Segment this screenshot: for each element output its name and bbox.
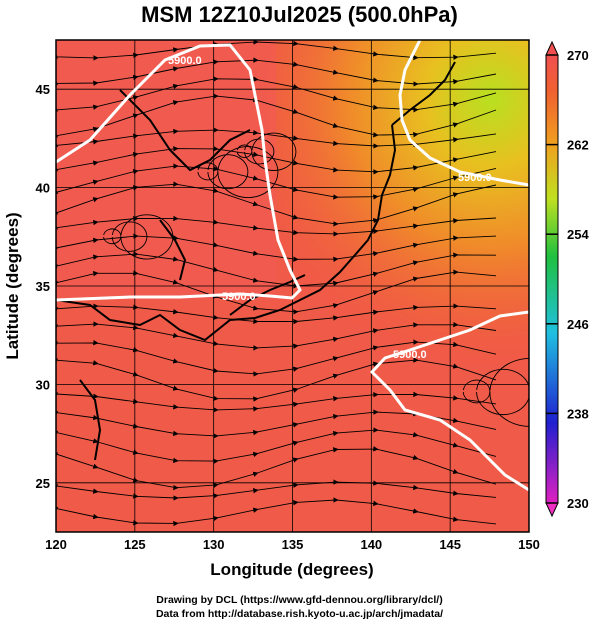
y-axis-title: Latitude (degrees) [3, 212, 22, 359]
streamline [217, 146, 279, 198]
streamline [56, 181, 497, 227]
x-tick-label: 135 [282, 537, 304, 552]
x-tick-label: 145 [439, 537, 461, 552]
colorbar-tick-label: 230 [567, 496, 589, 511]
streamline [56, 497, 497, 527]
page-title: MSM 12Z10Jul2025 (500.0hPa) [141, 2, 458, 27]
streamline [236, 144, 253, 158]
y-tick-label: 35 [36, 279, 50, 294]
x-axis-title: Longitude (degrees) [210, 560, 373, 579]
y-tick-label: 40 [36, 181, 50, 196]
colorbar-tick-label: 254 [567, 227, 589, 242]
colorbar: 270 262 254 246 238 230 [545, 40, 589, 518]
credit-drawing: Drawing by DCL (https://www.gfd-dennou.o… [156, 594, 443, 606]
streamline [462, 379, 491, 404]
colorbar-tick-label: 262 [567, 138, 589, 153]
x-tick-label: 120 [45, 537, 67, 552]
x-tick-label: 140 [360, 537, 382, 552]
geopotential-contour-5900 [56, 40, 529, 492]
streamline [56, 391, 497, 413]
wind-streamlines [56, 40, 529, 527]
contour-label: 5900.0 [168, 55, 202, 67]
streamline [56, 446, 497, 491]
streamline [56, 479, 497, 501]
y-tick-label: 45 [36, 82, 50, 97]
colorbar-max-triangle [545, 40, 559, 56]
y-tick-label: 25 [36, 476, 50, 491]
streamline [207, 154, 249, 190]
streamline [244, 138, 275, 165]
y-tick-label: 30 [36, 377, 50, 392]
plot-frame [55, 39, 530, 533]
contour-label: 5900.0 [393, 349, 427, 361]
contour-labels: 5900.0 5900.0 5900.0 5900.0 [168, 55, 492, 361]
colorbar-tick-label: 238 [567, 406, 589, 421]
streamline [56, 215, 497, 237]
contour-label: 5900.0 [222, 291, 256, 303]
axis-ticks: 120 125 130 135 140 145 150 25 30 35 40 45 [36, 82, 540, 552]
streamline [476, 368, 529, 416]
colorbar-tick-label: 270 [567, 48, 589, 63]
colorbar-tick-label: 246 [567, 317, 589, 332]
x-tick-label: 130 [203, 537, 225, 552]
streamline [111, 221, 148, 252]
credit-data: Data from http://database.rish.kyoto-u.a… [155, 608, 444, 620]
contour-label: 5900.0 [458, 172, 492, 184]
colorbar-min-triangle [545, 502, 559, 518]
streamline [489, 358, 529, 427]
x-tick-label: 125 [124, 537, 146, 552]
streamline [103, 228, 122, 245]
x-tick-label: 150 [518, 537, 540, 552]
